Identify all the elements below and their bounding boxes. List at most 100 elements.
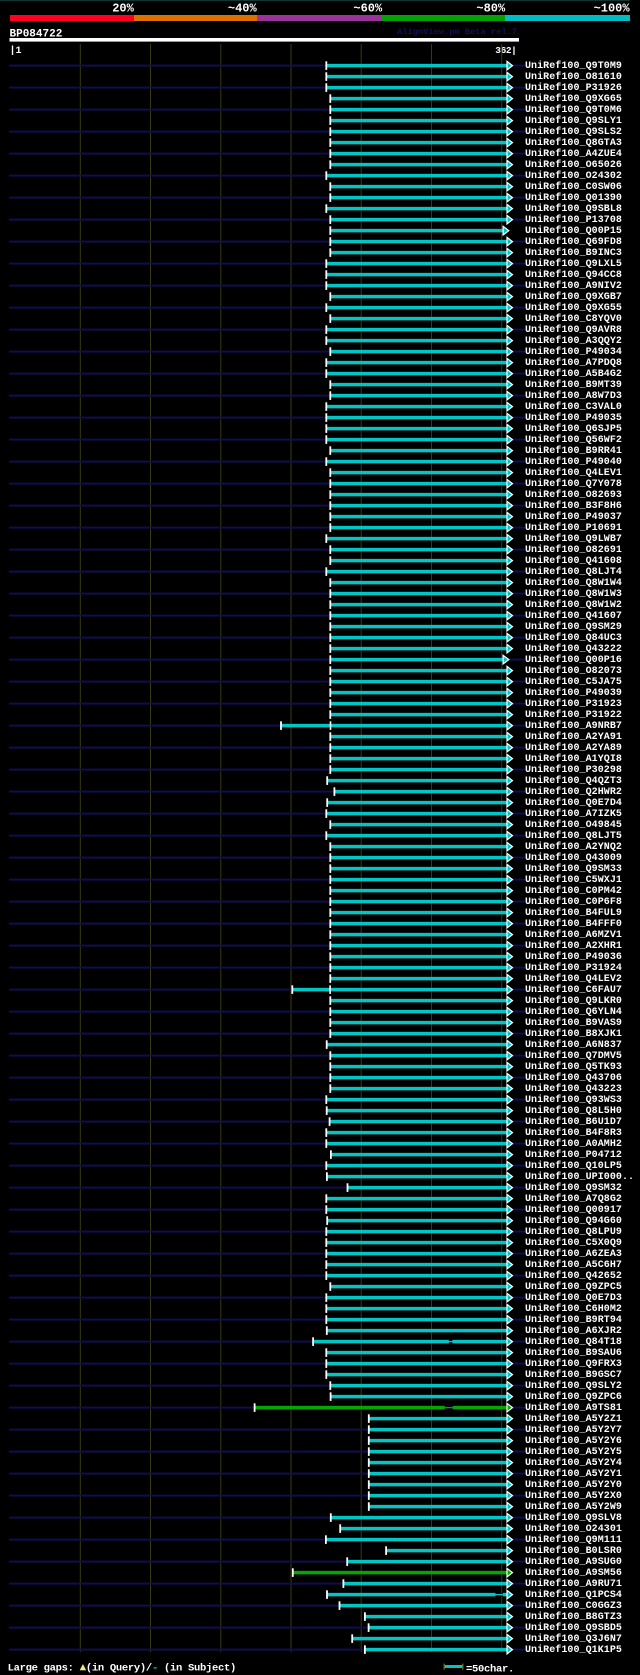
svg-text:UniRef100_A5Y2Y0: UniRef100_A5Y2Y0 [525, 1479, 622, 1491]
svg-text:UniRef100_Q01390: UniRef100_Q01390 [525, 192, 622, 204]
svg-text:UniRef100_Q9ZPC5: UniRef100_Q9ZPC5 [525, 1281, 622, 1293]
svg-text:UniRef100_A9SM56: UniRef100_A9SM56 [525, 1567, 622, 1579]
svg-text:UniRef100_C5JA75: UniRef100_C5JA75 [525, 676, 622, 688]
svg-text:|1: |1 [10, 45, 22, 57]
svg-text:UniRef100_Q9SLS2: UniRef100_Q9SLS2 [525, 126, 622, 138]
svg-text:UniRef100_Q4QZT3: UniRef100_Q4QZT3 [525, 775, 622, 787]
svg-text:UniRef100_P04712: UniRef100_P04712 [525, 1149, 622, 1161]
svg-text:UniRef100_Q9T0M6: UniRef100_Q9T0M6 [525, 104, 622, 116]
svg-text:UniRef100_O49845: UniRef100_O49845 [525, 819, 622, 831]
svg-text:UniRef100_Q43223: UniRef100_Q43223 [525, 1083, 622, 1095]
svg-text:UniRef100_Q41607: UniRef100_Q41607 [525, 610, 622, 622]
svg-text:362|: 362| [495, 45, 516, 56]
svg-text:UniRef100_Q9SM32: UniRef100_Q9SM32 [525, 1182, 622, 1194]
svg-text:UniRef100_B9RT94: UniRef100_B9RT94 [525, 1314, 622, 1326]
svg-text:UniRef100_P31922: UniRef100_P31922 [525, 709, 622, 721]
svg-text:UniRef100_P49037: UniRef100_P49037 [525, 511, 622, 523]
svg-text:UniRef100_B9INC3: UniRef100_B9INC3 [525, 247, 622, 259]
svg-text:~100%: ~100% [594, 2, 631, 16]
svg-text:UniRef100_A5Y2Z1: UniRef100_A5Y2Z1 [525, 1413, 622, 1425]
svg-text:UniRef100_C0P6F8: UniRef100_C0P6F8 [525, 896, 622, 908]
svg-text:UniRef100_Q9LKR0: UniRef100_Q9LKR0 [525, 995, 622, 1007]
svg-text:UniRef100_A6MZV1: UniRef100_A6MZV1 [525, 929, 622, 941]
svg-text:UniRef100_B4FUL9: UniRef100_B4FUL9 [525, 907, 622, 919]
svg-text:UniRef100_Q8LJT4: UniRef100_Q8LJT4 [525, 566, 622, 578]
svg-text:UniRef100_C5X0Q9: UniRef100_C5X0Q9 [525, 1237, 622, 1249]
svg-text:UniRef100_Q4LEV2: UniRef100_Q4LEV2 [525, 973, 622, 985]
svg-text:UniRef100_A7PDQ8: UniRef100_A7PDQ8 [525, 357, 622, 369]
svg-text:UniRef100_Q9SLY2: UniRef100_Q9SLY2 [525, 1380, 622, 1392]
svg-text:UniRef100_B8GTZ3: UniRef100_B8GTZ3 [525, 1611, 622, 1623]
svg-text:UniRef100_A9SUG0: UniRef100_A9SUG0 [525, 1556, 622, 1568]
svg-text:~80%: ~80% [476, 2, 506, 16]
svg-text:UniRef100_A9TS81: UniRef100_A9TS81 [525, 1402, 622, 1414]
svg-text:UniRef100_UPI000..: UniRef100_UPI000.. [525, 1171, 634, 1183]
svg-text:UniRef100_Q9XG55: UniRef100_Q9XG55 [525, 302, 622, 314]
svg-text:UniRef100_P49036: UniRef100_P49036 [525, 951, 622, 963]
svg-text:UniRef100_Q43706: UniRef100_Q43706 [525, 1072, 622, 1084]
svg-text:UniRef100_B6U1D7: UniRef100_B6U1D7 [525, 1116, 622, 1128]
svg-text:UniRef100_Q9LXL5: UniRef100_Q9LXL5 [525, 258, 622, 270]
svg-text:UniRef100_A4ZUE4: UniRef100_A4ZUE4 [525, 148, 622, 160]
svg-text:UniRef100_A2XHR1: UniRef100_A2XHR1 [525, 940, 622, 952]
svg-text:UniRef100_Q84UC3: UniRef100_Q84UC3 [525, 632, 622, 644]
svg-text:UniRef100_A5Y2Y4: UniRef100_A5Y2Y4 [525, 1457, 622, 1469]
svg-text:UniRef100_A5Y2Y7: UniRef100_A5Y2Y7 [525, 1424, 622, 1436]
svg-text:UniRef100_Q43222: UniRef100_Q43222 [525, 643, 622, 655]
svg-text:UniRef100_Q8L5H0: UniRef100_Q8L5H0 [525, 1105, 622, 1117]
svg-text:UniRef100_A5Y2W9: UniRef100_A5Y2W9 [525, 1501, 622, 1513]
svg-text:UniRef100_P10691: UniRef100_P10691 [525, 522, 622, 534]
svg-text:UniRef100_C0PM42: UniRef100_C0PM42 [525, 885, 622, 897]
svg-text:UniRef100_B4FFF0: UniRef100_B4FFF0 [525, 918, 622, 930]
svg-text:UniRef100_A6XJR2: UniRef100_A6XJR2 [525, 1325, 622, 1337]
svg-text:UniRef100_A0AMH2: UniRef100_A0AMH2 [525, 1138, 622, 1150]
svg-text:UniRef100_O81610: UniRef100_O81610 [525, 71, 622, 83]
svg-text:UniRef100_B4F8R3: UniRef100_B4F8R3 [525, 1127, 622, 1139]
svg-text:UniRef100_A9RU71: UniRef100_A9RU71 [525, 1578, 622, 1590]
svg-text:UniRef100_Q8W1W2: UniRef100_Q8W1W2 [525, 599, 622, 611]
svg-text:UniRef100_Q0E7D3: UniRef100_Q0E7D3 [525, 1292, 622, 1304]
svg-text:UniRef100_Q7Y078: UniRef100_Q7Y078 [525, 478, 622, 490]
svg-text:UniRef100_Q00917: UniRef100_Q00917 [525, 1204, 622, 1216]
svg-text:UniRef100_Q3J6N7: UniRef100_Q3J6N7 [525, 1633, 622, 1645]
svg-text:UniRef100_P31923: UniRef100_P31923 [525, 698, 622, 710]
svg-text:UniRef100_A5Y2Y5: UniRef100_A5Y2Y5 [525, 1446, 622, 1458]
svg-text:UniRef100_B0LSR0: UniRef100_B0LSR0 [525, 1545, 622, 1557]
svg-text:UniRef100_A6N837: UniRef100_A6N837 [525, 1039, 622, 1051]
svg-text:UniRef100_A5B4G2: UniRef100_A5B4G2 [525, 368, 622, 380]
svg-text:UniRef100_B9GSC7: UniRef100_B9GSC7 [525, 1369, 622, 1381]
svg-text:20%: 20% [112, 2, 134, 16]
svg-text:UniRef100_Q9SM33: UniRef100_Q9SM33 [525, 863, 622, 875]
svg-text:UniRef100_Q9XGB7: UniRef100_Q9XGB7 [525, 291, 622, 303]
svg-text:UniRef100_Q00P15: UniRef100_Q00P15 [525, 225, 622, 237]
svg-text:AlignView.pm Beta rel.7: AlignView.pm Beta rel.7 [397, 27, 517, 37]
svg-text:UniRef100_Q8GTA3: UniRef100_Q8GTA3 [525, 137, 622, 149]
svg-text:UniRef100_P31926: UniRef100_P31926 [525, 82, 622, 94]
svg-text:UniRef100_C0GGZ3: UniRef100_C0GGZ3 [525, 1600, 622, 1612]
svg-text:UniRef100_Q8W1W3: UniRef100_Q8W1W3 [525, 588, 622, 600]
svg-text:UniRef100_A3QQY2: UniRef100_A3QQY2 [525, 335, 622, 347]
svg-text:UniRef100_Q9SBD5: UniRef100_Q9SBD5 [525, 1622, 622, 1634]
svg-text:UniRef100_A5Y2Y1: UniRef100_A5Y2Y1 [525, 1468, 622, 1480]
svg-text:UniRef100_Q8LJT5: UniRef100_Q8LJT5 [525, 830, 622, 842]
svg-text:UniRef100_Q9M111: UniRef100_Q9M111 [525, 1534, 622, 1546]
svg-text:UniRef100_Q84T18: UniRef100_Q84T18 [525, 1336, 622, 1348]
svg-text:UniRef100_A8W7D3: UniRef100_A8W7D3 [525, 390, 622, 402]
svg-text:UniRef100_Q9SBL8: UniRef100_Q9SBL8 [525, 203, 622, 215]
svg-text:UniRef100_A2YNQ2: UniRef100_A2YNQ2 [525, 841, 622, 853]
svg-text:UniRef100_A1YQI8: UniRef100_A1YQI8 [525, 753, 622, 765]
svg-text:UniRef100_O65026: UniRef100_O65026 [525, 159, 622, 171]
svg-text:UniRef100_Q42652: UniRef100_Q42652 [525, 1270, 622, 1282]
svg-text:UniRef100_A7Q8G2: UniRef100_A7Q8G2 [525, 1193, 622, 1205]
svg-text:UniRef100_Q94G60: UniRef100_Q94G60 [525, 1215, 622, 1227]
svg-text:UniRef100_Q0E7D4: UniRef100_Q0E7D4 [525, 797, 622, 809]
svg-text:UniRef100_A7IZK5: UniRef100_A7IZK5 [525, 808, 622, 820]
svg-text:UniRef100_C5WXJ1: UniRef100_C5WXJ1 [525, 874, 622, 886]
svg-text:UniRef100_P31924: UniRef100_P31924 [525, 962, 622, 974]
svg-text:UniRef100_Q1PCS4: UniRef100_Q1PCS4 [525, 1589, 622, 1601]
svg-text:~60%: ~60% [353, 2, 383, 16]
svg-text:UniRef100_Q9LWB7: UniRef100_Q9LWB7 [525, 533, 622, 545]
svg-text:UniRef100_Q4LEV1: UniRef100_Q4LEV1 [525, 467, 622, 479]
svg-text:UniRef100_Q2HWR2: UniRef100_Q2HWR2 [525, 786, 622, 798]
svg-text:=50char.: =50char. [466, 1664, 514, 1675]
